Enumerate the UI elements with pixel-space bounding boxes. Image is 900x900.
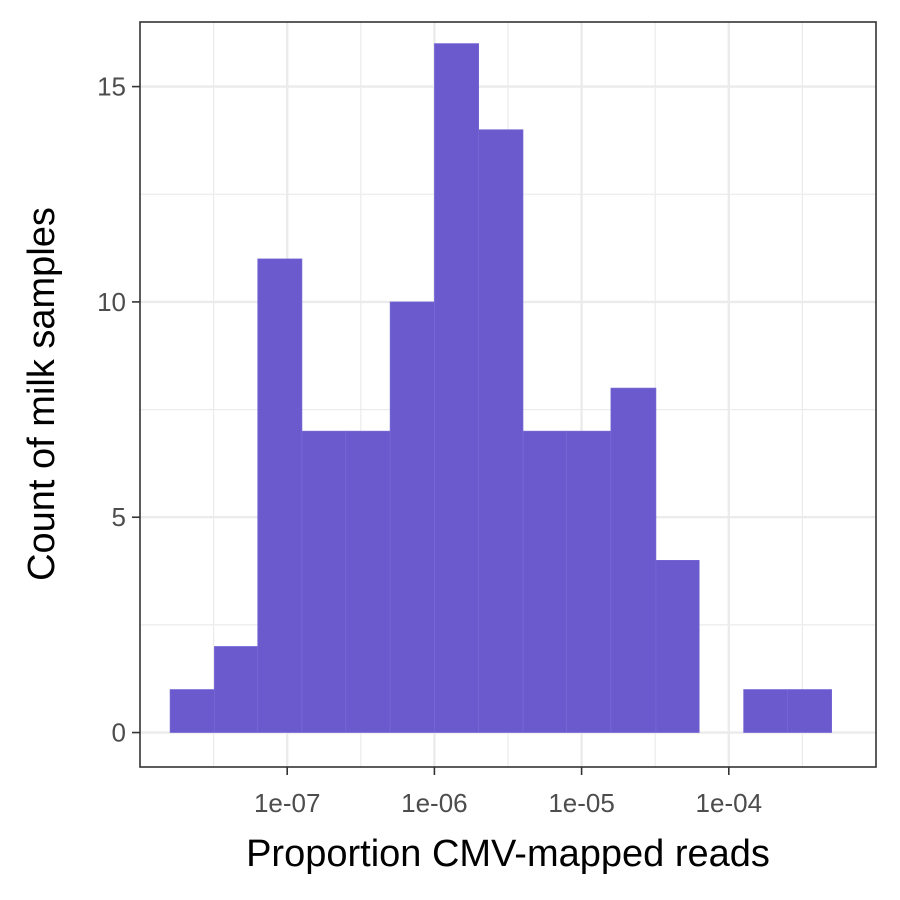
histogram-bar — [787, 689, 832, 733]
y-axis: 0 5 10 15 — [97, 72, 140, 748]
histogram-bar — [566, 430, 612, 733]
histogram-bar — [655, 559, 700, 733]
histogram-bar — [169, 689, 215, 733]
histogram-bar — [389, 301, 435, 733]
x-tick-label: 1e-06 — [401, 788, 468, 818]
histogram-bar — [214, 646, 258, 733]
histogram-bars — [169, 43, 832, 733]
histogram-bar — [301, 430, 347, 733]
histogram-bar — [522, 430, 567, 733]
plot-panel-border — [139, 21, 877, 768]
y-tick-label: 0 — [112, 718, 126, 748]
x-tick-label: 1e-07 — [254, 788, 321, 818]
y-tick-label: 5 — [112, 502, 126, 532]
y-tick-label: 10 — [97, 287, 126, 317]
x-tick-label: 1e-05 — [548, 788, 615, 818]
histogram-bar — [478, 129, 524, 733]
x-axis-title: Proportion CMV-mapped reads — [246, 833, 770, 875]
histogram-bar — [257, 258, 303, 733]
y-tick-label: 15 — [97, 72, 126, 102]
x-axis: 1e-07 1e-06 1e-05 1e-04 — [254, 767, 762, 818]
histogram-bar — [434, 43, 480, 733]
histogram-bar — [743, 689, 788, 733]
x-tick-label: 1e-04 — [696, 788, 763, 818]
y-axis-title: Count of milk samples — [21, 207, 63, 581]
histogram-bar — [610, 387, 657, 733]
histogram-bar — [345, 430, 391, 733]
